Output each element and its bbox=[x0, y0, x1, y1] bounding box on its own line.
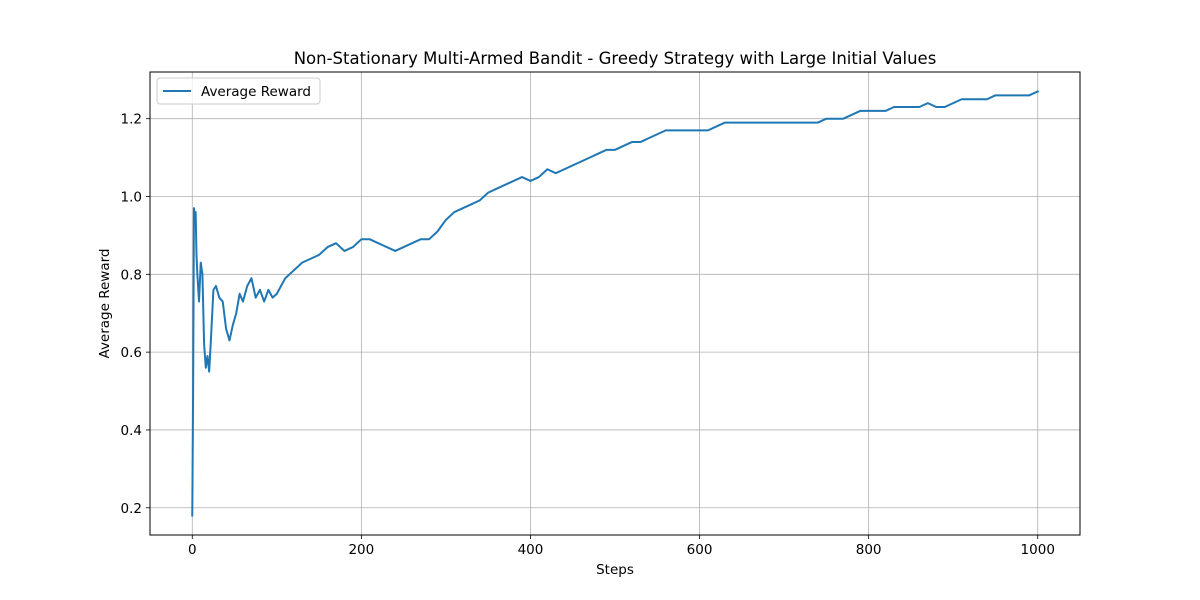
chart-title: Non-Stationary Multi-Armed Bandit - Gree… bbox=[294, 49, 937, 68]
series-line-0 bbox=[191, 90, 1040, 517]
y-tick-label: 0.2 bbox=[121, 501, 142, 517]
y-tick-label: 1.2 bbox=[121, 112, 142, 128]
y-tick-label: 0.6 bbox=[121, 345, 142, 361]
y-tick-label: 0.4 bbox=[121, 423, 142, 439]
series-layer bbox=[191, 90, 1040, 517]
x-tick-label: 600 bbox=[687, 542, 713, 558]
y-tick-label: 1.0 bbox=[121, 190, 142, 206]
x-tick-label: 0 bbox=[188, 542, 197, 558]
legend: Average Reward bbox=[156, 77, 321, 105]
plot-background bbox=[150, 72, 1080, 535]
y-tick-labels: 0.2 0.4 0.6 0.8 1.0 1.2 bbox=[121, 112, 142, 517]
grid-lines bbox=[150, 72, 1080, 535]
legend-box bbox=[156, 77, 321, 105]
axes-frame bbox=[149, 71, 1081, 536]
y-axis-label: Average Reward bbox=[97, 248, 113, 358]
x-tick-label: 400 bbox=[518, 542, 544, 558]
x-tick-label: 800 bbox=[856, 542, 882, 558]
legend-label: Average Reward bbox=[201, 84, 311, 100]
tick-marks bbox=[146, 118, 1039, 539]
plot-area bbox=[146, 71, 1081, 539]
x-tick-label: 1000 bbox=[1021, 542, 1055, 558]
x-tick-label: 200 bbox=[348, 542, 374, 558]
y-tick-label: 0.8 bbox=[121, 267, 142, 283]
x-axis-label: Steps bbox=[596, 562, 634, 578]
x-tick-labels: 0 200 400 600 800 1000 bbox=[188, 542, 1055, 558]
